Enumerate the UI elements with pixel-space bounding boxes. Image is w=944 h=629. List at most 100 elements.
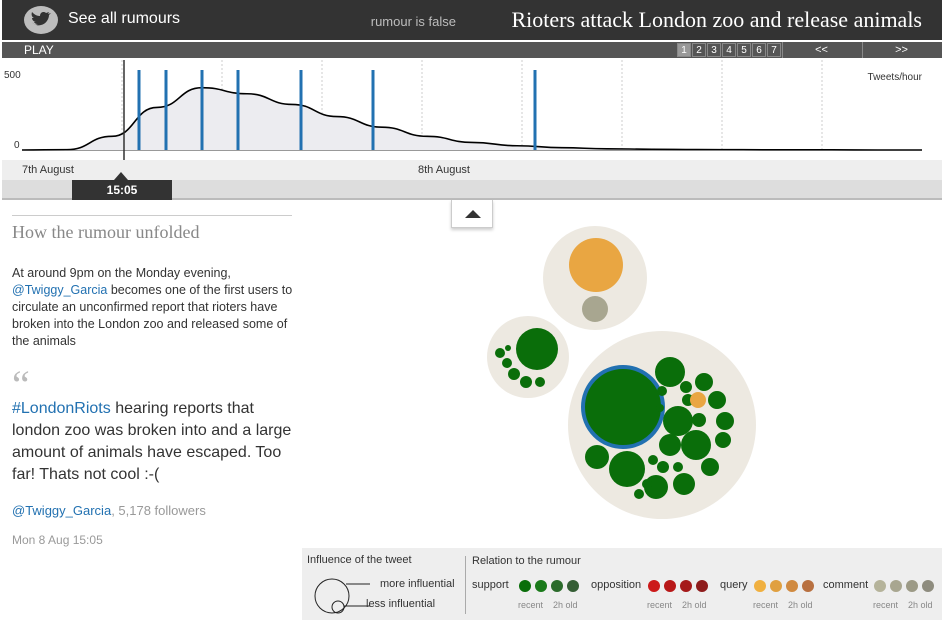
see-all-rumours-link[interactable]: See all rumours — [68, 10, 181, 27]
legend: Influence of the tweet more influential … — [302, 548, 942, 620]
tweet-text: #LondonRiots hearing reports that london… — [12, 398, 302, 486]
page-5-button[interactable]: 5 — [737, 43, 751, 57]
support-bubble[interactable] — [657, 461, 669, 473]
intro-suffix: becomes one of the first users to circul… — [12, 283, 293, 348]
more-influential-label: more influential — [380, 578, 455, 590]
comment-dot — [874, 580, 886, 592]
intro-user-link[interactable]: @Twiggy_Garcia — [12, 283, 108, 297]
support-bubble[interactable] — [535, 377, 545, 387]
query-dot — [802, 580, 814, 592]
support-bubble[interactable] — [663, 406, 693, 436]
playback-controls: PLAY 1 2 3 4 5 6 7 << >> — [2, 42, 942, 58]
query-dot — [786, 580, 798, 592]
y-axis-label: Tweets/hour — [868, 72, 923, 83]
page-4-button[interactable]: 4 — [722, 43, 736, 57]
support-dot — [535, 580, 547, 592]
support-bubble[interactable] — [673, 462, 683, 472]
tweet-author: @Twiggy_Garcia, 5,178 followers — [12, 503, 206, 518]
support-bubble[interactable] — [657, 386, 667, 396]
query-bubble-small[interactable] — [690, 392, 706, 408]
date-axis: 7th August 8th August — [2, 160, 942, 180]
follower-count: , 5,178 followers — [111, 503, 206, 518]
collapse-timeline-button[interactable] — [451, 200, 493, 228]
influence-legend-title: Influence of the tweet — [307, 554, 412, 566]
support-bubble[interactable] — [659, 434, 681, 456]
date-label-8th: 8th August — [418, 164, 470, 176]
support-bubble[interactable] — [701, 458, 719, 476]
intro-prefix: At around 9pm on the Monday evening, — [12, 266, 231, 280]
support-bubble[interactable] — [634, 489, 644, 499]
old-label: 2h old — [682, 600, 707, 610]
comment-dot — [906, 580, 918, 592]
time-slider[interactable]: 15:05 — [2, 180, 942, 200]
support-bubble[interactable] — [609, 451, 645, 487]
support-bubble[interactable] — [695, 373, 713, 391]
old-label: 2h old — [553, 600, 578, 610]
intro-paragraph: At around 9pm on the Monday evening, @Tw… — [12, 265, 297, 350]
section-title: How the rumour unfolded — [12, 222, 200, 242]
y-max-label: 500 — [4, 70, 21, 81]
comment-dot — [922, 580, 934, 592]
relation-legend-title: Relation to the rumour — [472, 555, 581, 567]
page-2-button[interactable]: 2 — [692, 43, 706, 57]
recent-label: recent — [873, 600, 899, 610]
time-handle[interactable]: 15:05 — [72, 180, 172, 200]
old-label: 2h old — [908, 600, 933, 610]
support-bubble[interactable] — [716, 412, 734, 430]
support-bubble[interactable] — [648, 455, 658, 465]
support-bubble[interactable] — [495, 348, 505, 358]
page-6-button[interactable]: 6 — [752, 43, 766, 57]
tweet-volume-chart[interactable]: 500 0 Tweets/hour — [2, 60, 942, 160]
query-legend-label: query — [720, 579, 748, 591]
support-bubble[interactable] — [692, 413, 706, 427]
support-bubble[interactable] — [656, 404, 664, 412]
support-bubble[interactable] — [642, 479, 652, 489]
rumour-status: rumour is false — [370, 14, 456, 29]
header-bar: See all rumours rumour is false Rioters … — [2, 0, 942, 40]
query-dot — [754, 580, 766, 592]
support-bubble[interactable] — [516, 328, 558, 370]
support-bubble[interactable] — [708, 391, 726, 409]
support-bubble[interactable] — [508, 368, 520, 380]
comment-bubble[interactable] — [582, 296, 608, 322]
selected-tweet-bubble[interactable] — [581, 365, 665, 449]
page-title: Rioters attack London zoo and release an… — [511, 7, 922, 32]
support-bubble[interactable] — [715, 432, 731, 448]
next-button[interactable]: >> — [862, 42, 940, 58]
support-bubble[interactable] — [680, 381, 692, 393]
tweet-timestamp: Mon 8 Aug 15:05 — [12, 533, 103, 547]
support-bubble[interactable] — [520, 376, 532, 388]
influence-size-icon — [314, 578, 370, 614]
query-dot — [770, 580, 782, 592]
tweet-body: hearing reports that london zoo was brok… — [12, 400, 292, 483]
time-notch-icon — [114, 172, 128, 180]
page-7-button[interactable]: 7 — [767, 43, 781, 57]
support-bubble[interactable] — [655, 357, 685, 387]
support-legend-label: support — [472, 579, 509, 591]
play-button[interactable]: PLAY — [24, 43, 54, 57]
legend-divider — [465, 556, 466, 614]
query-bubble[interactable] — [569, 238, 623, 292]
author-link[interactable]: @Twiggy_Garcia — [12, 503, 112, 518]
section-divider — [12, 215, 292, 216]
support-bubble[interactable] — [585, 445, 609, 469]
y-min-label: 0 — [14, 140, 20, 151]
support-bubble[interactable] — [502, 358, 512, 368]
support-bubble[interactable] — [673, 473, 695, 495]
recent-label: recent — [647, 600, 673, 610]
twitter-bird-icon[interactable] — [24, 6, 58, 34]
hashtag-link[interactable]: #LondonRiots — [12, 400, 111, 417]
chevron-up-icon — [465, 210, 481, 218]
previous-button[interactable]: << — [782, 42, 860, 58]
date-label-7th: 7th August — [22, 164, 74, 176]
support-bubble[interactable] — [681, 430, 711, 460]
page-3-button[interactable]: 3 — [707, 43, 721, 57]
comment-dot — [890, 580, 902, 592]
opposition-legend-label: opposition — [591, 579, 642, 591]
tweet-bubble-clusters[interactable] — [480, 222, 770, 552]
support-bubble[interactable] — [505, 345, 511, 351]
page-1-button[interactable]: 1 — [677, 43, 691, 57]
page-selector: 1 2 3 4 5 6 7 — [677, 43, 781, 57]
support-dot — [567, 580, 579, 592]
comment-legend-label: comment — [823, 579, 869, 591]
